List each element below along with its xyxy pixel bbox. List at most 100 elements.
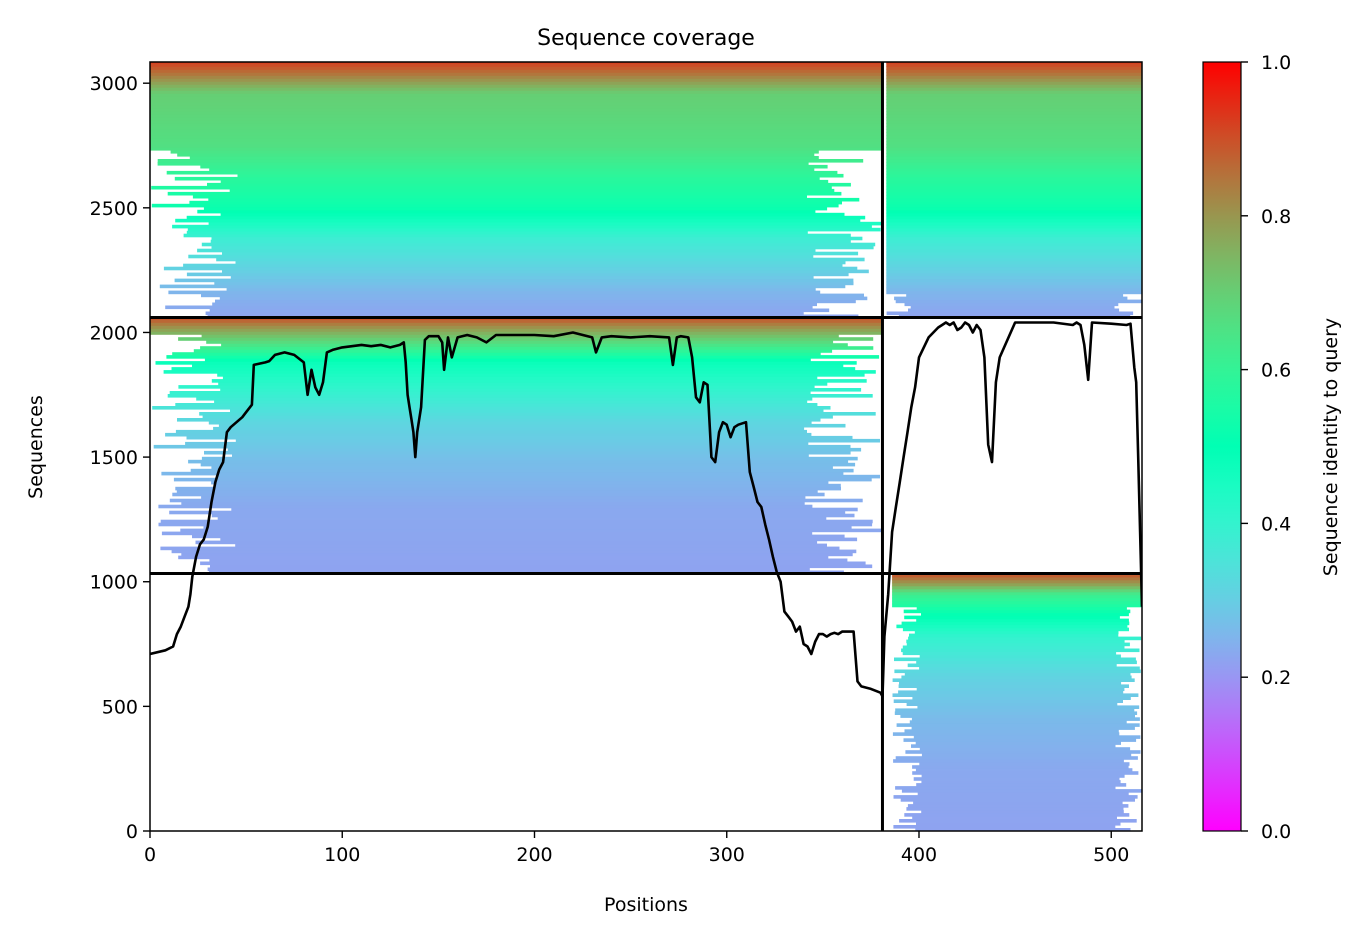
msa-row-strip [209,558,848,563]
msa-row-strip [211,245,874,250]
msa-row-strip [152,406,831,410]
msa-row-strip [201,456,858,461]
msa-block-1 [886,62,1142,319]
msa-row-strip [150,126,883,130]
msa-row-strip [886,284,1142,289]
msa-row-strip [183,263,843,268]
msa-row-strip [898,684,1129,688]
msa-row-strip [909,633,1119,638]
msa-row-strip [171,367,856,371]
msa-row-strip [216,257,865,262]
msa-row-strip [178,385,815,389]
msa-row-strip [886,278,1142,283]
msa-row-strip [163,266,858,271]
colorbar-tick-label: 0.0 [1261,821,1291,843]
msa-row-strip [150,114,883,118]
colorbar-tick-label: 0.2 [1261,667,1291,689]
msa-row-strip [150,69,883,73]
msa-row-strip [900,798,1135,802]
y-axis-label: Sequences [25,395,47,499]
msa-row-strip [886,176,1142,181]
msa-row-strip [919,654,1121,659]
msa-row-strip [886,114,1142,118]
msa-row-strip [886,212,1142,217]
msa-row-strip [220,537,858,542]
msa-row-strip [916,687,1125,691]
msa-row-strip [886,275,1142,280]
msa-row-strip [886,108,1142,112]
msa-row-strip [210,239,851,244]
msa-row-strip [192,364,844,368]
msa-row-strip [906,702,1118,706]
colorbar-gradient [1202,61,1242,832]
msa-row-strip [892,588,1142,593]
msa-row-strip [235,438,881,443]
msa-row-strip [211,465,833,470]
msa-row-strip [172,352,821,356]
msa-row-strip [886,191,1142,196]
msa-row-strip [886,203,1142,208]
msa-row-strip [215,299,856,304]
msa-row-strip [157,162,809,166]
msa-row-strip [196,397,813,401]
msa-row-strip [217,474,881,479]
msa-row-strip [916,822,1121,826]
colorbar: 0.0 0.2 0.4 0.6 0.8 1.0 Sequence identity to … [1202,52,1342,843]
msa-row-strip [892,585,1142,590]
msa-row-strip [886,260,1142,265]
msa-row-strip [886,167,1142,172]
msa-row-strip [222,376,818,380]
msa-row-strip [907,804,1129,808]
msa-row-strip [886,266,1142,271]
x-tick-label: 0 [144,844,156,866]
msa-row-strip [232,453,809,458]
msa-row-strip [917,705,1140,709]
msa-row-strip [906,639,1125,644]
msa-row-strip [886,245,1142,250]
msa-row-strip [221,343,848,347]
msa-row-strip [150,132,883,136]
x-tick-label: 300 [709,844,745,866]
msa-row-strip [150,138,883,142]
msa-row-strip [166,355,880,359]
msa-row-strip [177,418,821,422]
msa-row-strip [911,726,1135,730]
msa-row-strip [210,564,873,569]
msa-row-strip [195,540,818,545]
colorbar-label: Sequence identity to query [1320,318,1342,576]
msa-row-strip [176,489,818,494]
y-tick-label: 2500 [90,198,138,220]
msa-row-strip [886,287,1142,292]
msa-row-strip [227,447,862,452]
msa-row-strip [219,296,868,301]
msa-row-strip [231,507,858,512]
msa-row-strip [200,346,874,350]
msa-row-strip [886,269,1142,274]
msa-row-strip [919,666,1140,671]
msa-row-strip [886,111,1142,115]
msa-row-strip [189,156,819,160]
msa-row-strip [213,483,841,488]
msa-row-strip [913,777,1120,781]
msa-row-strip [911,744,1116,748]
msa-row-strip [202,415,833,419]
msa-row-strip [235,260,846,265]
msa-row-strip [886,233,1142,238]
msa-row-strip [907,663,1117,668]
msa-row-strip [886,62,1142,64]
msa-row-strip [192,194,807,199]
msa-row-strip [886,218,1142,223]
msa-row-strip [904,615,1120,620]
msa-row-strip [204,358,811,362]
msa-row-strip [199,412,876,416]
msa-row-strip [911,717,1140,721]
msa-row-strip [886,144,1142,148]
msa-row-strip [886,90,1142,94]
msa-row-strip [886,311,1134,316]
msa-row-strip [886,126,1142,130]
msa-row-strip [151,185,832,190]
msa-row-strip [892,582,1142,587]
msa-row-strip [211,236,863,241]
msa-row-strip [165,432,812,437]
msa-row-strip [916,783,1127,787]
